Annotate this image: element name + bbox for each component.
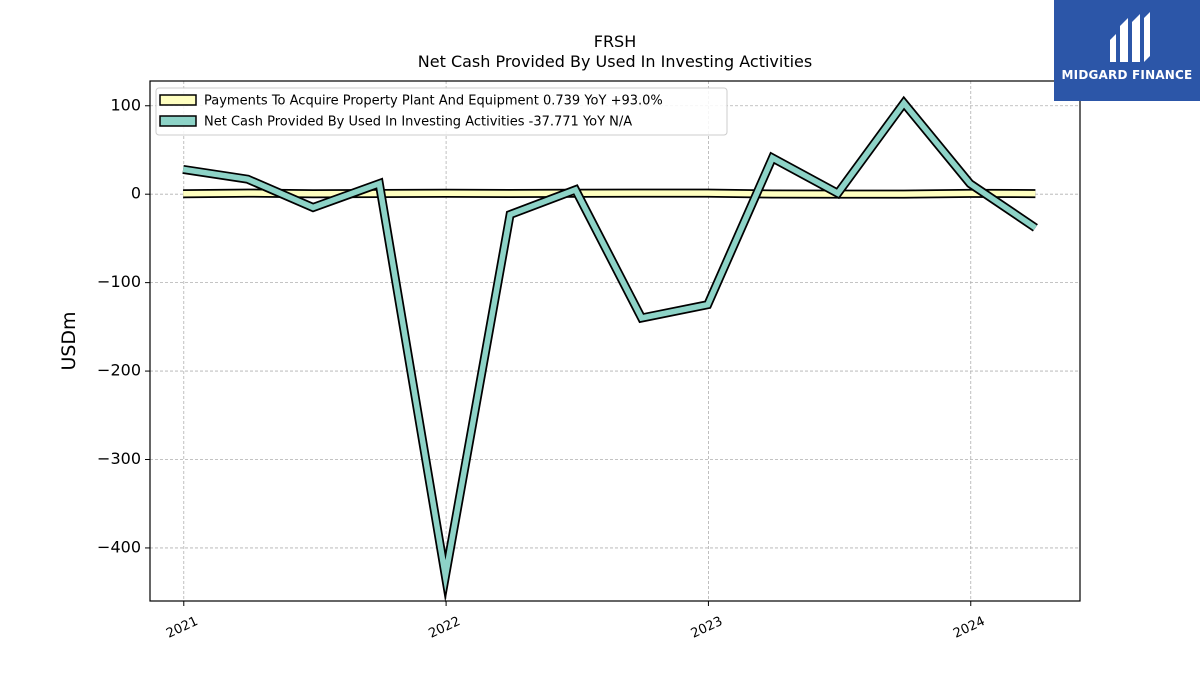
y-axis-label: USDm — [58, 311, 80, 370]
chart-subtitle: Net Cash Provided By Used In Investing A… — [418, 52, 812, 71]
legend-label: Payments To Acquire Property Plant And E… — [204, 94, 663, 109]
legend: Payments To Acquire Property Plant And E… — [155, 87, 728, 136]
legend-swatch — [159, 94, 197, 106]
y-tick-label: −100 — [97, 272, 141, 291]
logo-text: MIDGARD FINANCE — [1061, 68, 1193, 82]
series-0-line — [183, 190, 1036, 197]
y-axis: 100 0 −100 −200 −300 −400 — [97, 95, 150, 556]
plot-frame — [149, 80, 1081, 602]
brand-logo: MIDGARD FINANCE — [1054, 0, 1200, 101]
legend-box — [155, 87, 728, 136]
legend-label: Net Cash Provided By Used In Investing A… — [204, 115, 632, 130]
chart-title: FRSH — [594, 32, 637, 51]
grid — [150, 81, 1080, 601]
x-tick-label: 2021 — [164, 614, 200, 642]
y-tick-label: −200 — [97, 361, 141, 380]
series-lines — [182, 95, 1038, 603]
y-tick-label: 100 — [110, 95, 141, 114]
y-tick-label: 0 — [131, 184, 141, 203]
y-tick-label: −400 — [97, 537, 141, 556]
legend-swatch — [159, 115, 197, 127]
x-tick-label: 2024 — [951, 614, 987, 642]
x-axis: 2021 2022 2023 2024 — [164, 601, 987, 642]
series-1-outline — [182, 95, 1038, 603]
x-tick-label: 2022 — [426, 614, 462, 642]
x-tick-label: 2023 — [689, 614, 725, 642]
series-1-line — [182, 98, 1037, 593]
logo-mark-icon — [1110, 12, 1150, 62]
y-tick-label: −300 — [97, 449, 141, 468]
